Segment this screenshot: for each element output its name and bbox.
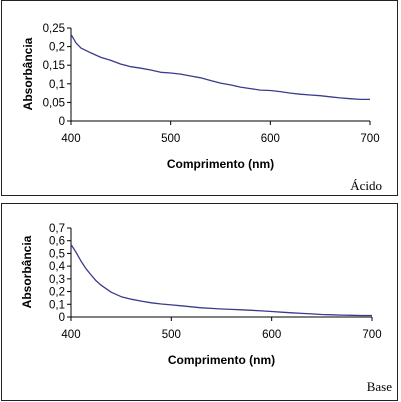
- y-tick-label-base: 0: [59, 312, 65, 324]
- x-tick-label-acid: 600: [261, 133, 280, 145]
- y-tick-label-base: 0,1: [49, 299, 65, 311]
- y-tick-label-acid: 0,2: [49, 42, 65, 54]
- x-tick-label-base: 500: [162, 329, 181, 341]
- series-line-base: [70, 244, 372, 317]
- x-tick-label-acid: 700: [360, 133, 379, 145]
- y-tick-label-base: 0,5: [49, 248, 65, 260]
- x-tick-label-base: 400: [61, 329, 80, 341]
- chart-panel-acid: 0 0,05 0,1 0,15 0,2 0,25 400 500 600 700 Comprimen…: [1, 0, 398, 196]
- x-tick-label-base: 600: [262, 329, 281, 341]
- series-line-acid: [70, 33, 370, 101]
- x-tick-label-acid: 400: [61, 133, 80, 145]
- y-tick-label-base: 0,6: [49, 236, 65, 248]
- x-axis-title-base: Comprimento (nm): [168, 353, 275, 367]
- x-tick-label-base: 700: [362, 329, 381, 341]
- y-tick-label-acid: 0,05: [43, 97, 65, 109]
- chart-panel-base: 0 0,1 0,2 0,3 0,4 0,5 0,6 0,7 400 500 600 700 Compri…: [1, 203, 398, 401]
- y-tick-label-base: 0,3: [49, 274, 65, 286]
- panel-tag-acid: Ácido: [350, 178, 382, 193]
- y-tick-label-base: 0,7: [49, 223, 65, 235]
- absorbance-chart-acid: 0 0,05 0,1 0,15 0,2 0,25 400 500 600 700 Comprimen…: [21, 23, 382, 193]
- y-tick-label-acid: 0,15: [43, 60, 65, 72]
- y-tick-label-base: 0,4: [49, 261, 66, 273]
- y-tick-label-acid: 0,1: [49, 79, 65, 91]
- y-axis-title-acid: Absorbância: [21, 37, 35, 110]
- x-tick-label-acid: 500: [161, 133, 180, 145]
- y-tick-label-acid: 0,25: [43, 23, 65, 35]
- absorbance-chart-base: 00,10,20,30,40,50,60,7 400 500 600 700 Compri…: [20, 223, 393, 394]
- panel-tag-base: Base: [367, 379, 393, 394]
- x-axis-title-acid: Comprimento (nm): [167, 157, 274, 171]
- y-tick-label-base: 0,2: [49, 287, 65, 299]
- y-axis-title-base: Absorbância: [20, 235, 34, 308]
- y-tick-label-acid: 0: [59, 116, 65, 128]
